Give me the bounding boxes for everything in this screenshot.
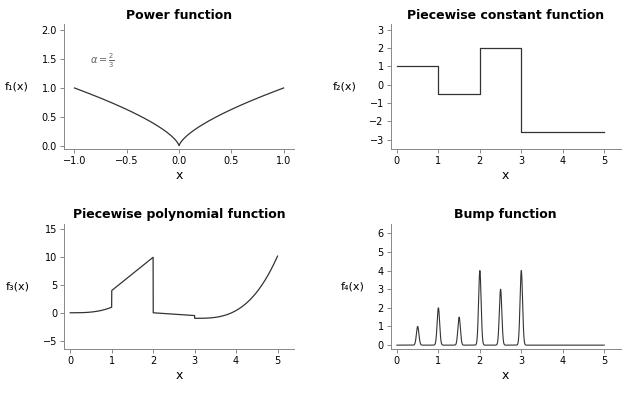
Text: $\alpha = \frac{2}{3}$: $\alpha = \frac{2}{3}$	[90, 52, 115, 70]
Title: Power function: Power function	[126, 8, 232, 22]
X-axis label: x: x	[175, 169, 183, 182]
Y-axis label: f₁(x): f₁(x)	[4, 81, 29, 91]
Title: Bump function: Bump function	[454, 209, 557, 221]
Title: Piecewise constant function: Piecewise constant function	[407, 8, 604, 22]
X-axis label: x: x	[175, 369, 183, 382]
Y-axis label: f₂(x): f₂(x)	[332, 81, 356, 91]
Y-axis label: f₃(x): f₃(x)	[6, 282, 29, 292]
Title: Piecewise polynomial function: Piecewise polynomial function	[73, 209, 285, 221]
Y-axis label: f₄(x): f₄(x)	[340, 282, 364, 292]
X-axis label: x: x	[502, 369, 509, 382]
X-axis label: x: x	[502, 169, 509, 182]
